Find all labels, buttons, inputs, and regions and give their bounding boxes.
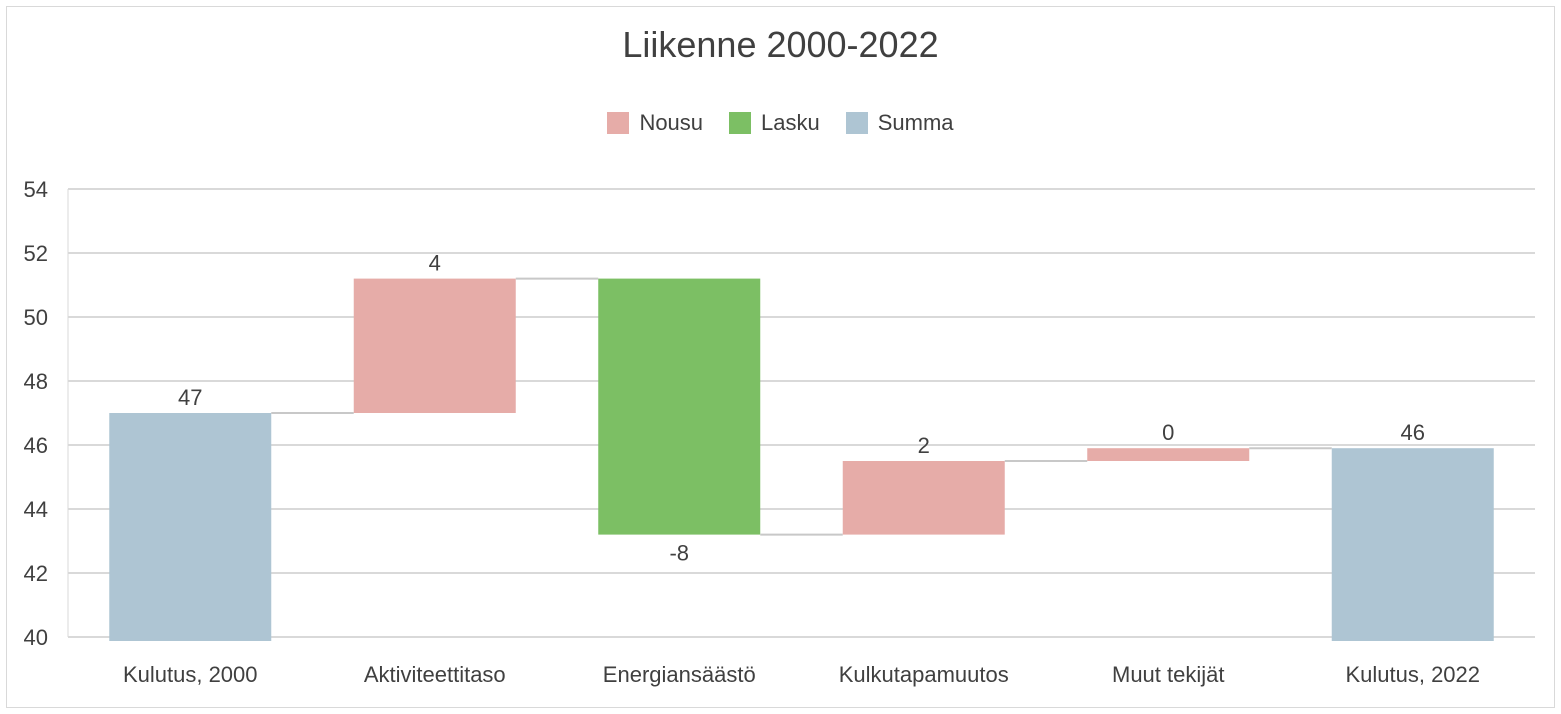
legend-label-summa: Summa bbox=[877, 110, 954, 135]
legend-item-summa: Summa bbox=[845, 110, 954, 136]
bar bbox=[598, 278, 761, 535]
x-tick-label: Kulutus, 2000 bbox=[123, 662, 258, 687]
chart-title: Liikenne 2000-2022 bbox=[622, 24, 939, 65]
x-tick-label: Kulutus, 2022 bbox=[1345, 662, 1480, 687]
y-tick-label: 46 bbox=[24, 433, 48, 458]
x-tick-label: Muut tekijät bbox=[1112, 662, 1225, 687]
legend-label-lasku: Lasku bbox=[761, 110, 820, 135]
bar bbox=[1087, 448, 1250, 461]
y-tick-label: 54 bbox=[24, 177, 48, 202]
legend-swatch-nousu bbox=[607, 112, 630, 134]
bar bbox=[842, 461, 1005, 535]
y-tick-label: 52 bbox=[24, 241, 48, 266]
data-label: -8 bbox=[669, 541, 689, 566]
y-tick-label: 48 bbox=[24, 369, 48, 394]
data-label: 4 bbox=[429, 251, 441, 276]
legend: Nousu Lasku Summa bbox=[0, 110, 1561, 136]
y-tick-label: 42 bbox=[24, 561, 48, 586]
x-tick-label: Energiansäästö bbox=[603, 662, 756, 687]
legend-item-lasku: Lasku bbox=[729, 110, 820, 136]
x-tick-label: Kulkutapamuutos bbox=[839, 662, 1009, 687]
bar bbox=[109, 413, 272, 641]
data-label: 0 bbox=[1162, 420, 1174, 445]
legend-swatch-lasku bbox=[729, 112, 752, 134]
y-tick-label: 40 bbox=[24, 625, 48, 650]
x-tick-label: Aktiviteettitaso bbox=[364, 662, 506, 687]
y-tick-label: 44 bbox=[24, 497, 48, 522]
legend-swatch-summa bbox=[845, 112, 868, 134]
legend-item-nousu: Nousu bbox=[607, 110, 703, 136]
bar bbox=[353, 278, 516, 413]
bar bbox=[1331, 448, 1494, 641]
data-label: 2 bbox=[918, 433, 930, 458]
legend-label-nousu: Nousu bbox=[639, 110, 704, 135]
data-label: 46 bbox=[1401, 420, 1425, 445]
y-tick-label: 50 bbox=[24, 305, 48, 330]
data-label: 47 bbox=[178, 385, 202, 410]
